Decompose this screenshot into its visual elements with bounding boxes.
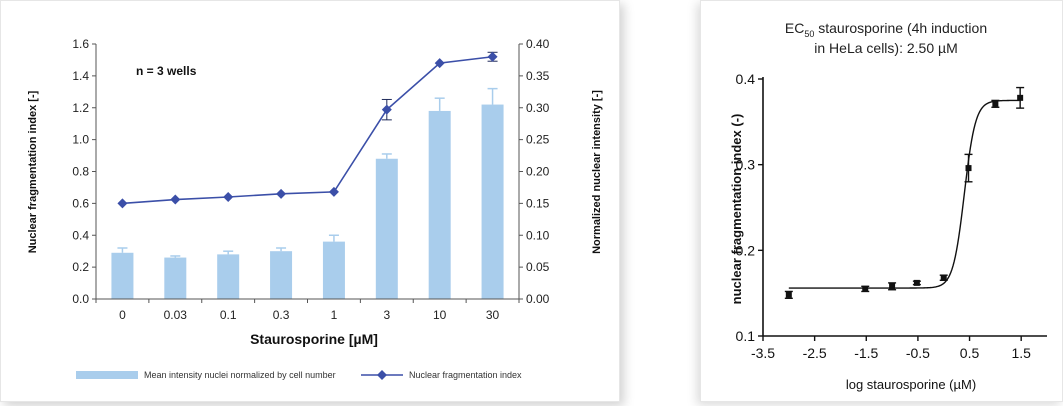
legend: Mean intensity nuclei normalized by cell…	[76, 370, 522, 380]
x-tick-label: -0.5	[906, 345, 930, 361]
x-tick-label: 10	[433, 308, 447, 322]
bar	[164, 257, 187, 299]
x-tick-label: 30	[486, 308, 500, 322]
dose-response-chart: EC50 staurosporine (4h induction in HeLa…	[729, 20, 1047, 392]
y-tick-label: 0.2	[736, 242, 756, 258]
y-tick-label-right: 0.15	[526, 196, 550, 210]
x-axis-label: Staurosporine [µM]	[250, 331, 378, 347]
y-tick-label-right: 0.10	[526, 228, 550, 242]
data-point-square	[913, 279, 920, 286]
x-tick-label: 3	[383, 308, 390, 322]
y-tick-label-right: 0.25	[526, 133, 550, 147]
y-tick-label-right: 0.20	[526, 165, 550, 179]
data-point-diamond	[223, 192, 234, 202]
bar	[270, 251, 293, 299]
data-point-square	[1017, 94, 1024, 101]
x-tick-label: 0	[119, 308, 126, 322]
x-tick-label: -3.5	[751, 345, 775, 361]
y-axis-label-right: Normalized nuclear intensity [-]	[591, 90, 603, 254]
y-axis-label-left: Nuclear fragmentation index [-]	[27, 90, 39, 253]
x-tick-label: -2.5	[803, 345, 827, 361]
y-tick-label-right: 0.35	[526, 69, 550, 83]
bar-line-chart: 0.00.20.40.60.81.01.21.41.60.000.050.100…	[27, 37, 603, 380]
data-point-square	[889, 283, 896, 290]
y-axis-label: nuclear fragmentation index (-)	[729, 114, 744, 305]
y-tick-label-right: 0.00	[526, 292, 550, 306]
annotation-n-wells: n = 3 wells	[136, 64, 197, 78]
bar	[111, 252, 134, 299]
y-tick-label-left: 1.4	[72, 69, 89, 83]
y-tick-label-left: 1.6	[72, 37, 89, 51]
data-point-diamond	[434, 58, 445, 69]
legend-label-bars: Mean intensity nuclei normalized by cell…	[144, 370, 336, 380]
bar	[322, 241, 345, 299]
data-point-diamond	[381, 104, 392, 115]
y-tick-label-right: 0.40	[526, 37, 550, 51]
data-point-square	[965, 165, 972, 172]
x-axis-label: log staurosporine (µM)	[846, 377, 976, 392]
data-point-diamond	[328, 186, 339, 197]
chart-title-line1: EC50 staurosporine (4h induction	[785, 20, 987, 39]
y-tick-label-right: 0.05	[526, 260, 550, 274]
y-tick-label-left: 0.8	[72, 165, 89, 179]
y-tick-label-left: 1.0	[72, 133, 89, 147]
bar	[428, 110, 451, 299]
bar	[217, 254, 240, 299]
series-line	[122, 55, 493, 205]
data-point-square	[940, 274, 947, 281]
fit-curve	[788, 99, 1021, 289]
y-tick-label-left: 0.6	[72, 196, 89, 210]
data-point-square	[992, 100, 999, 107]
chart-title-line2: in HeLa cells): 2.50 µM	[814, 40, 957, 56]
bar	[481, 104, 504, 299]
x-tick-label: 0.3	[273, 308, 290, 322]
data-point-diamond	[487, 51, 498, 62]
y-tick-label: 0.4	[736, 71, 756, 87]
x-tick-label: 1.5	[1011, 345, 1031, 361]
x-tick-label: -1.5	[854, 345, 878, 361]
legend-swatch-bars	[76, 371, 138, 379]
legend-label-line: Nuclear fragmentation index	[409, 370, 522, 380]
x-tick-label: 1	[331, 308, 338, 322]
y-tick-label-left: 1.2	[72, 101, 89, 115]
data-point-diamond	[170, 194, 181, 205]
y-tick-label-left: 0.0	[72, 292, 89, 306]
data-point-diamond	[276, 188, 287, 199]
legend-diamond-marker	[377, 370, 387, 380]
y-tick-label: 0.3	[736, 157, 756, 173]
x-tick-label: 0.5	[960, 345, 980, 361]
y-tick-label: 0.1	[736, 328, 756, 344]
x-tick-label: 0.03	[164, 308, 188, 322]
data-point-square	[785, 291, 792, 298]
bar-line-chart-panel: 0.0 0.2 0.4 0.6 0.8 1.0 1.2 1.4 1.6 0.00 0.05 0.10 0…	[0, 0, 620, 402]
y-tick-label-left: 0.4	[72, 228, 89, 242]
data-point-square	[862, 285, 869, 292]
bar	[375, 158, 398, 299]
y-tick-label-left: 0.2	[72, 260, 89, 274]
data-point-diamond	[117, 198, 128, 209]
y-tick-label-right: 0.30	[526, 101, 550, 115]
x-tick-label: 0.1	[220, 308, 237, 322]
dose-response-panel: EC50 staurosporine (4h induction in HeLa…	[700, 0, 1063, 402]
